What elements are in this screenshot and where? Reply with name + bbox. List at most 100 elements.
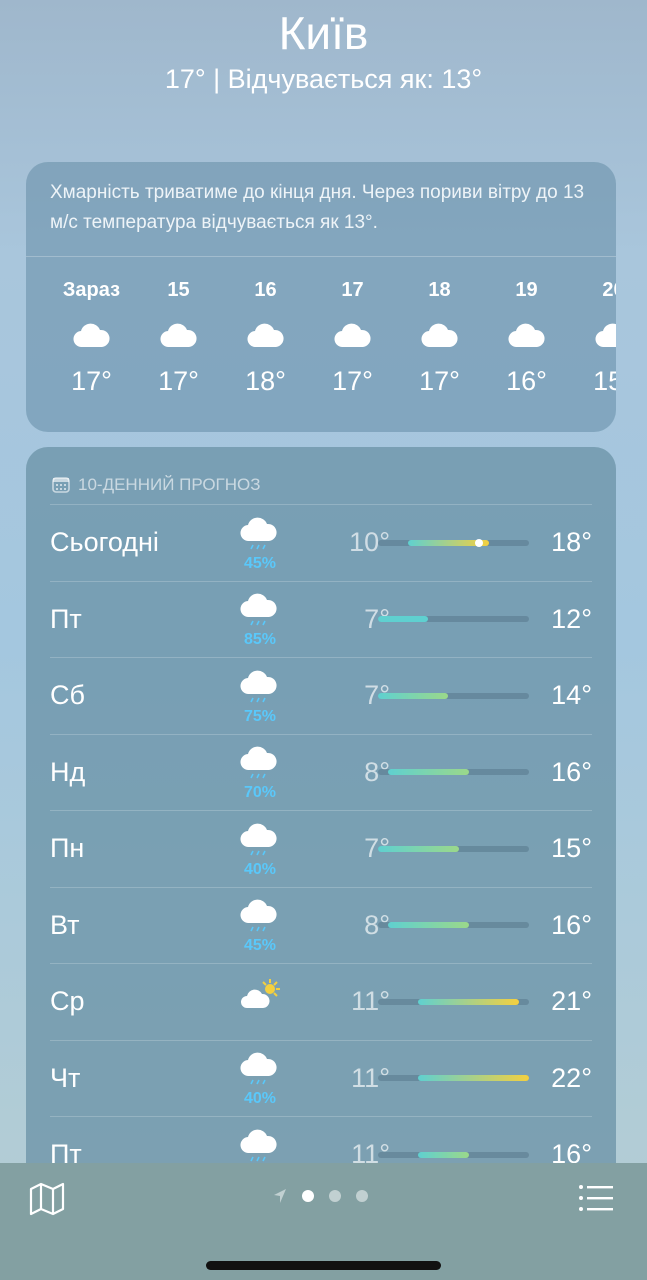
forecast-row[interactable]: Сьогодні 45% 10° 18° [50, 505, 592, 582]
precip-chance: 75% [243, 707, 277, 725]
ten-day-forecast-card[interactable]: 10-ДЕННИЙ ПРОГНОЗ Сьогодні 45% 10° 18° Пт… [26, 447, 616, 1207]
calendar-icon [52, 476, 70, 493]
hour-time: 16 [254, 279, 277, 301]
high-temp: 22° [551, 1062, 592, 1093]
day-label: Пт [50, 603, 82, 634]
page-dot[interactable] [329, 1190, 341, 1202]
hour-item: 20 15° [570, 257, 616, 427]
cloud-rain-icon: 85% [225, 584, 295, 654]
precip-chance: 45% [243, 937, 277, 955]
hour-time: 20 [602, 279, 616, 301]
precip-chance: 40% [243, 860, 277, 878]
hourly-list[interactable]: Зараз 17° 15 17° 16 18° 17 17° 18 17° 19 16° 20 15° [26, 257, 616, 427]
high-temp: 12° [551, 603, 592, 634]
list-icon[interactable] [578, 1183, 614, 1213]
temp-range-track [378, 538, 529, 547]
hour-item: 19 16° [483, 257, 570, 427]
forecast-row[interactable]: Сб 75% 7° 14° [50, 658, 592, 735]
precip-chance: 45% [243, 554, 277, 572]
cloud-icon [222, 310, 309, 360]
hour-temp: 18° [245, 366, 286, 396]
high-temp: 16° [551, 909, 592, 940]
temp-range-bar [388, 922, 469, 929]
hour-temp: 16° [506, 366, 547, 396]
low-temp: 7° [364, 603, 390, 634]
cloud-icon [483, 310, 570, 360]
weather-summary: Хмарність триватиме до кінця дня. Через … [26, 162, 616, 257]
low-temp: 11° [351, 1062, 390, 1093]
hour-item: Зараз 17° [48, 257, 135, 427]
forecast-title: 10-ДЕННИЙ ПРОГНОЗ [78, 474, 261, 494]
hour-temp: 17° [71, 366, 112, 396]
forecast-row[interactable]: Нд 70% 8° 16° [50, 735, 592, 811]
map-icon[interactable] [29, 1181, 65, 1217]
temp-range-bar [378, 692, 449, 699]
hourly-forecast-card[interactable]: Хмарність триватиме до кінця дня. Через … [26, 162, 616, 432]
temp-range-track [378, 692, 529, 699]
high-temp: 18° [551, 527, 592, 558]
hour-time: 18 [428, 279, 451, 301]
sun-cloud-icon [225, 967, 295, 1037]
hour-time: 15 [167, 279, 190, 301]
low-temp: 8° [364, 909, 390, 940]
forecast-row[interactable]: Чт 40% 11° 22° [50, 1041, 592, 1117]
cloud-icon [396, 310, 483, 360]
cloud-icon [135, 310, 222, 360]
low-temp: 8° [364, 756, 390, 787]
day-label: Вт [50, 909, 80, 940]
page-indicator[interactable] [273, 1188, 368, 1204]
hour-temp: 17° [419, 366, 460, 396]
low-temp: 11° [351, 986, 390, 1017]
temp-range-track [378, 998, 529, 1005]
day-label: Сьогодні [50, 527, 159, 558]
forecast-row[interactable]: Пн 40% 7° 15° [50, 811, 592, 888]
location-header: Київ 17° | Відчувається як: 13° [0, 0, 647, 95]
temp-range-bar [418, 998, 519, 1005]
high-temp: 14° [551, 680, 592, 711]
hour-item: 18 17° [396, 257, 483, 427]
low-temp: 10° [349, 527, 390, 558]
temperature-summary: 17° | Відчувається як: 13° [164, 64, 483, 94]
hour-item: 16 18° [222, 257, 309, 427]
cloud-rain-icon: 45% [225, 508, 295, 578]
forecast-rows: Сьогодні 45% 10° 18° Пт 85% 7° 12° Сб 75% … [50, 504, 592, 1194]
hour-item: 15 17° [135, 257, 222, 427]
day-label: Нд [50, 756, 86, 787]
hour-time: 19 [515, 279, 538, 301]
city-name: Київ [278, 7, 369, 59]
temp-range-bar [418, 1075, 529, 1082]
cloud-icon [48, 310, 135, 360]
forecast-row[interactable]: Ср 11° 21° [50, 964, 592, 1041]
cloud-rain-icon [225, 1120, 295, 1190]
cloud-icon [309, 310, 396, 360]
temp-range-track [378, 1151, 529, 1158]
temp-range-bar [408, 539, 489, 546]
forecast-row[interactable]: Вт 45% 8° 16° [50, 888, 592, 964]
cloud-rain-icon: 75% [225, 661, 295, 731]
low-temp: 7° [364, 680, 390, 711]
temp-range-track [378, 769, 529, 776]
day-label: Ср [50, 986, 85, 1017]
day-label: Пн [50, 833, 85, 864]
bottom-toolbar [0, 1163, 647, 1280]
high-temp: 15° [551, 833, 592, 864]
temp-range-bar [378, 845, 459, 852]
high-temp: 16° [551, 756, 592, 787]
home-indicator[interactable] [206, 1261, 441, 1270]
high-temp: 21° [551, 986, 592, 1017]
location-arrow-icon [274, 1189, 286, 1203]
precip-chance: 85% [243, 631, 277, 649]
temp-range-track [378, 616, 529, 623]
cloud-rain-icon: 45% [225, 890, 295, 960]
hour-temp: 17° [158, 366, 199, 396]
low-temp: 7° [364, 833, 390, 864]
page-dot[interactable] [356, 1190, 368, 1202]
temp-range-bar [388, 769, 469, 776]
page-dot-active[interactable] [302, 1190, 314, 1202]
hour-time: Зараз [62, 279, 121, 301]
cloud-rain-icon: 40% [225, 1043, 295, 1113]
forecast-row[interactable]: Пт 85% 7° 12° [50, 582, 592, 658]
temp-range-track [378, 922, 529, 929]
cloud-rain-icon: 70% [225, 737, 295, 807]
temp-range-bar [418, 1151, 469, 1158]
